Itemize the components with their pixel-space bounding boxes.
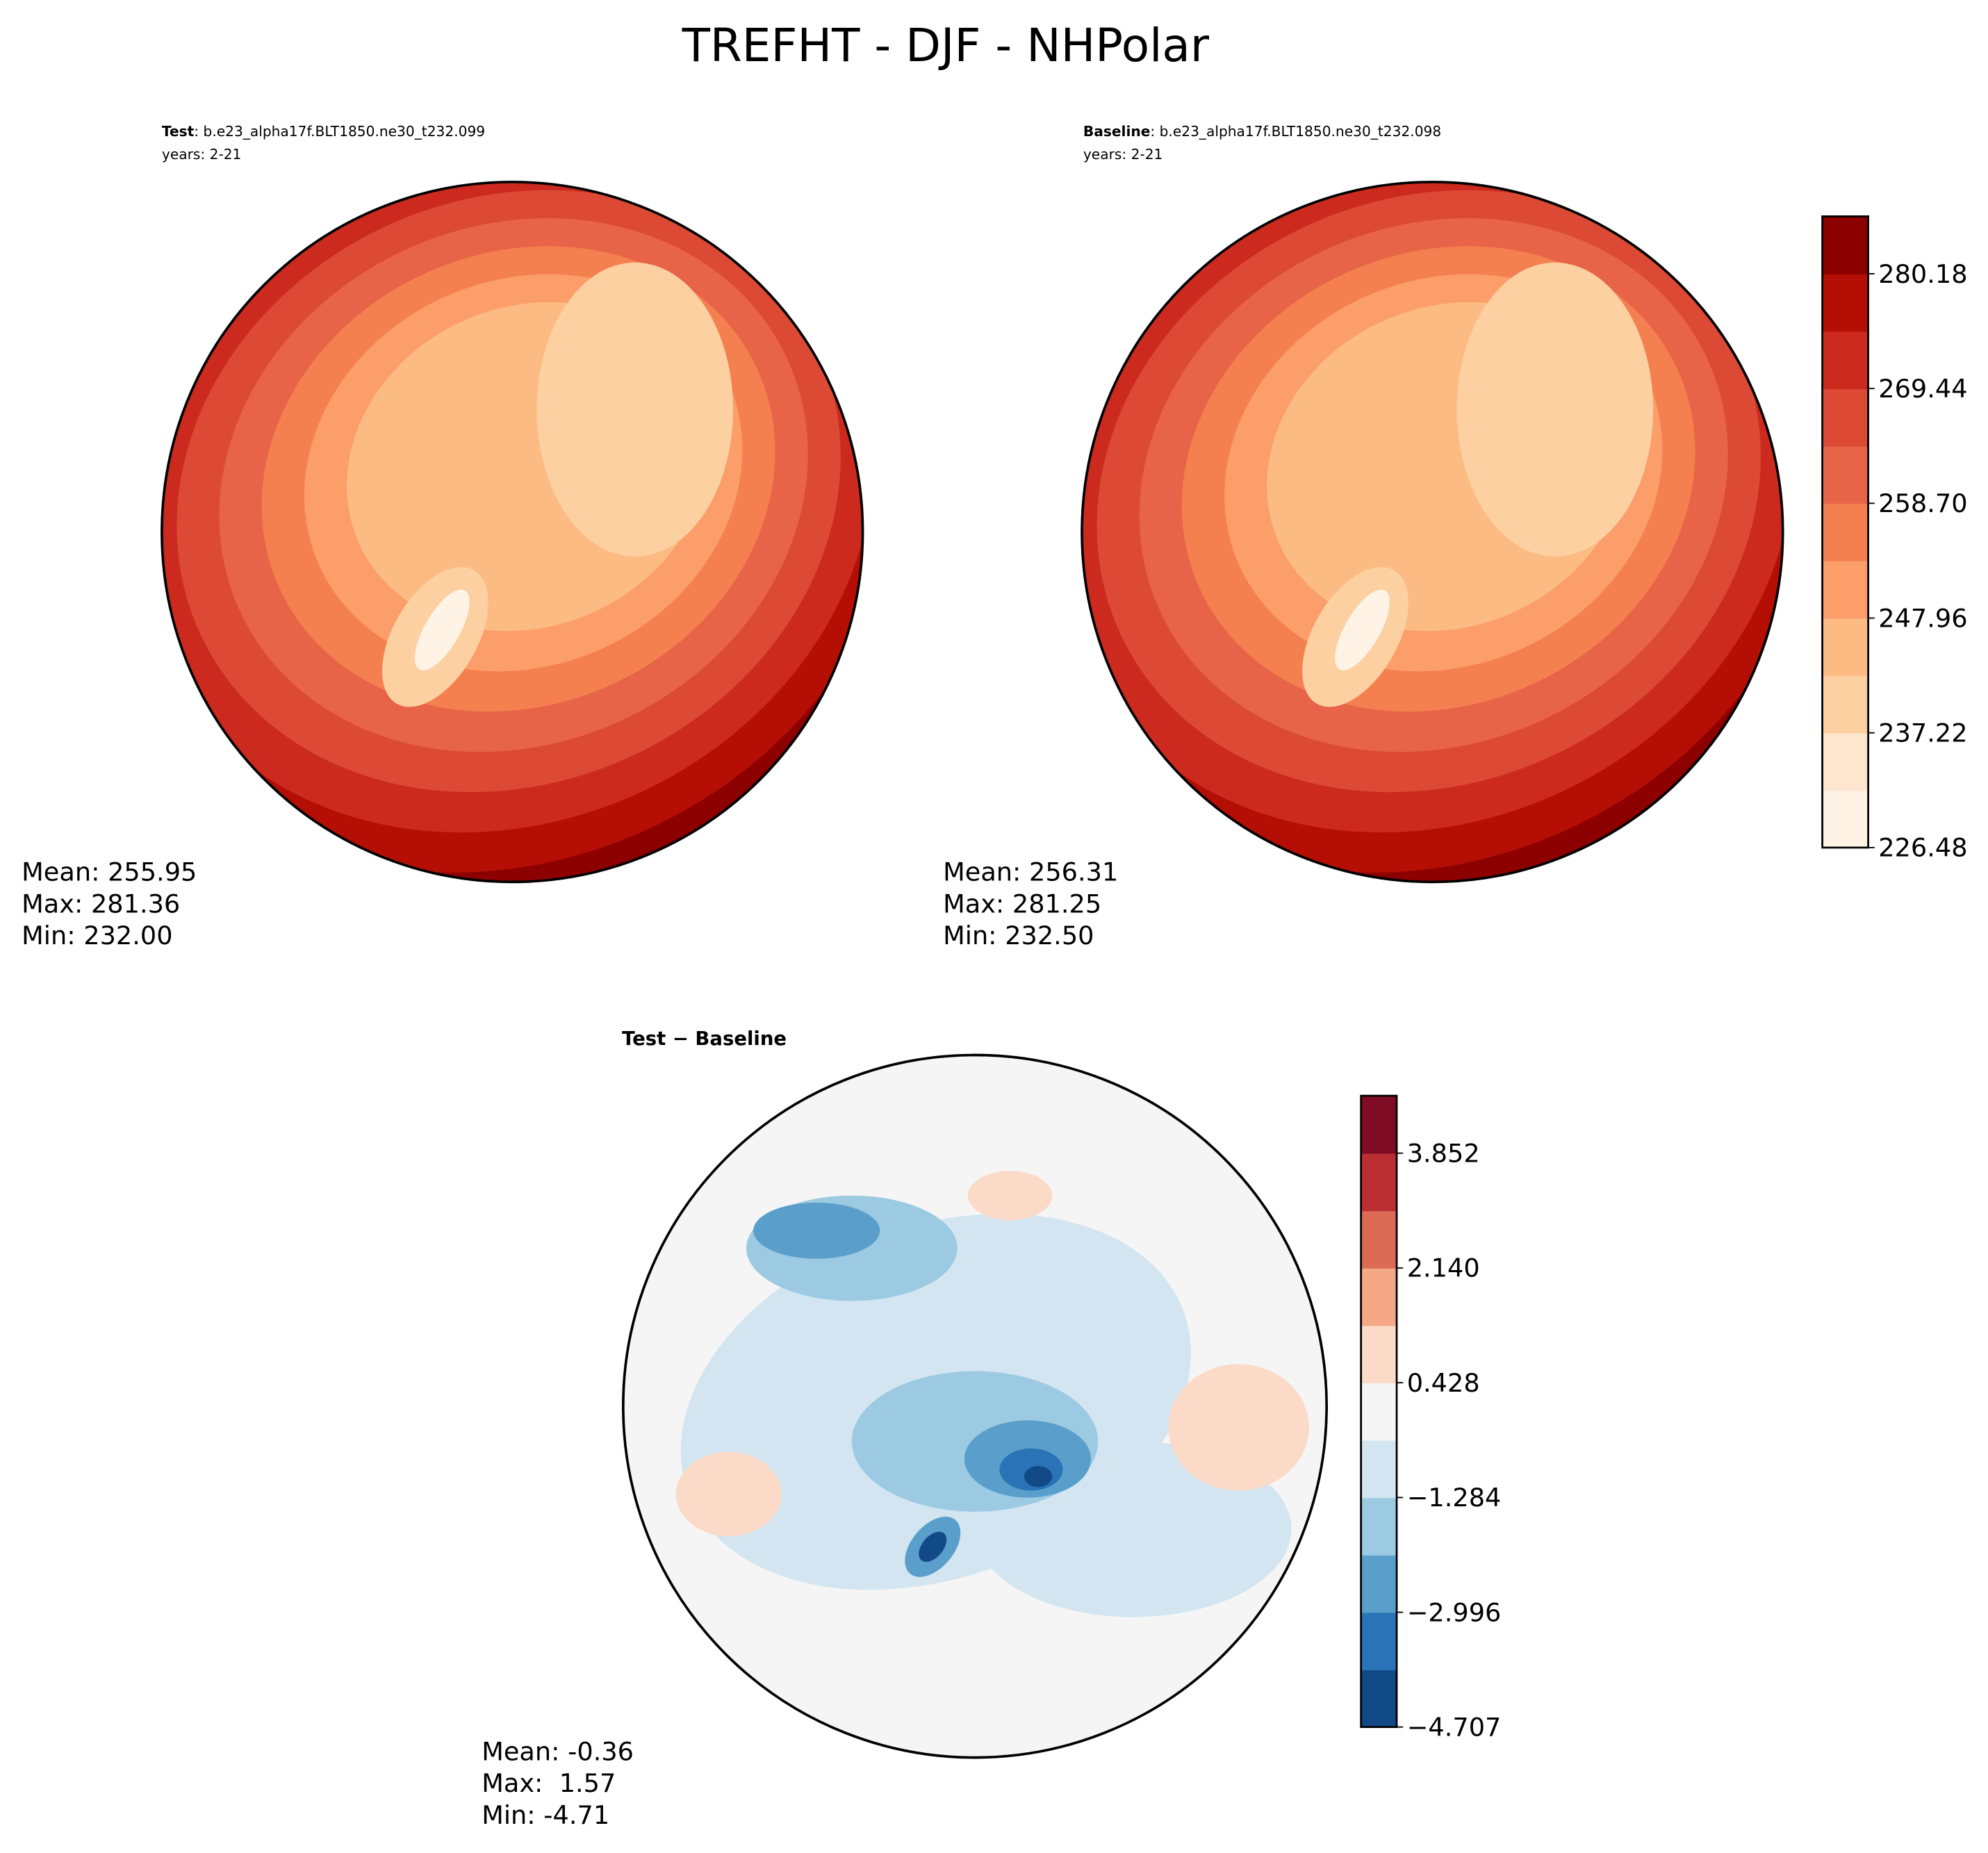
panel-years: years: 2-21 xyxy=(1083,146,1163,163)
map xyxy=(161,181,863,882)
panel-years: years: 2-21 xyxy=(162,146,241,163)
colorbar-band xyxy=(1822,503,1868,561)
colorbar-frame xyxy=(1821,215,1869,849)
map-border xyxy=(1081,181,1784,884)
figure-title: TREFHT - DJF - NHPolar xyxy=(682,19,1210,72)
colorbar-tick-label: −2.996 xyxy=(1407,1597,1502,1627)
colorbar-band xyxy=(1822,445,1868,504)
colorbar-tick-label: 269.44 xyxy=(1878,374,1967,404)
contour xyxy=(967,1171,1053,1221)
map xyxy=(1082,181,1783,882)
colorbar-band xyxy=(1361,1497,1397,1556)
colorbar-band xyxy=(1361,1554,1397,1613)
contour xyxy=(1335,589,1390,670)
colorbar-band xyxy=(1822,273,1868,332)
colorbar-tick-label: −4.707 xyxy=(1407,1713,1502,1743)
colorbar-band xyxy=(1361,1670,1397,1728)
panel-header: Test: b.e23_alpha17f.BLT1850.ne30_t232.0… xyxy=(162,123,485,140)
colorbar-tick-label: 258.70 xyxy=(1878,488,1967,518)
colorbar-band xyxy=(1822,560,1868,619)
contour xyxy=(1024,1466,1053,1488)
panel-case: : b.e23_alpha17f.BLT1850.ne30_t232.098 xyxy=(1150,123,1441,140)
panel-stat: Min: -4.71 xyxy=(482,1800,609,1830)
panel-stat: Max: 1.57 xyxy=(482,1768,616,1798)
map-border xyxy=(621,1053,1329,1759)
colorbar-band xyxy=(1361,1096,1397,1154)
colorbar-band xyxy=(1822,790,1868,848)
panel-stat: Max: 281.36 xyxy=(22,889,180,919)
colorbar-band xyxy=(1822,675,1868,734)
contour xyxy=(1456,262,1654,557)
panel-stat: Min: 232.00 xyxy=(22,921,172,950)
contour xyxy=(1168,1364,1309,1491)
contour xyxy=(919,1531,947,1562)
panel-case: : b.e23_alpha17f.BLT1850.ne30_t232.099 xyxy=(194,123,485,140)
colorbar-band xyxy=(1822,388,1868,447)
colorbar-tick-label: 3.852 xyxy=(1407,1139,1480,1169)
colorbar-frame xyxy=(1360,1094,1398,1729)
contour xyxy=(536,262,733,557)
colorbar-band xyxy=(1361,1153,1397,1212)
colorbar-band xyxy=(1361,1383,1397,1441)
colorbar-band xyxy=(1361,1612,1397,1670)
panel-stat: Mean: 255.95 xyxy=(22,857,197,887)
colorbar-tick-label: 247.96 xyxy=(1878,603,1967,633)
panel-stat: Max: 281.25 xyxy=(943,889,1101,919)
colorbar-tick-label: 280.18 xyxy=(1878,259,1967,289)
colorbar-band xyxy=(1361,1325,1397,1384)
colorbar-band xyxy=(1822,732,1868,791)
panel-label: Test − Baseline xyxy=(622,1028,787,1050)
contour xyxy=(753,1202,880,1259)
colorbar-tick-label: 226.48 xyxy=(1878,833,1967,863)
colorbar-band xyxy=(1361,1210,1397,1269)
panel-label: Test xyxy=(162,123,195,140)
map-border xyxy=(161,181,864,884)
panel-stat: Mean: -0.36 xyxy=(482,1736,634,1766)
colorbar-tick-label: 0.428 xyxy=(1407,1368,1480,1398)
colorbar-band xyxy=(1822,216,1868,274)
panel-stat: Min: 232.50 xyxy=(943,921,1094,950)
panel-label: Baseline xyxy=(1083,123,1151,140)
colorbar-tick-label: 2.140 xyxy=(1407,1253,1480,1283)
colorbar-tick-label: −1.284 xyxy=(1407,1483,1502,1513)
colorbar-tick-label: 237.22 xyxy=(1878,718,1967,748)
map xyxy=(623,1055,1327,1758)
colorbar-band xyxy=(1361,1267,1397,1326)
panel-stat: Mean: 256.31 xyxy=(943,857,1118,887)
contour xyxy=(414,589,470,670)
panel-header: Baseline: b.e23_alpha17f.BLT1850.ne30_t2… xyxy=(1083,123,1441,140)
contour xyxy=(675,1451,782,1537)
colorbar-band xyxy=(1822,331,1868,390)
colorbar-band xyxy=(1822,618,1868,677)
colorbar-band xyxy=(1361,1440,1397,1499)
